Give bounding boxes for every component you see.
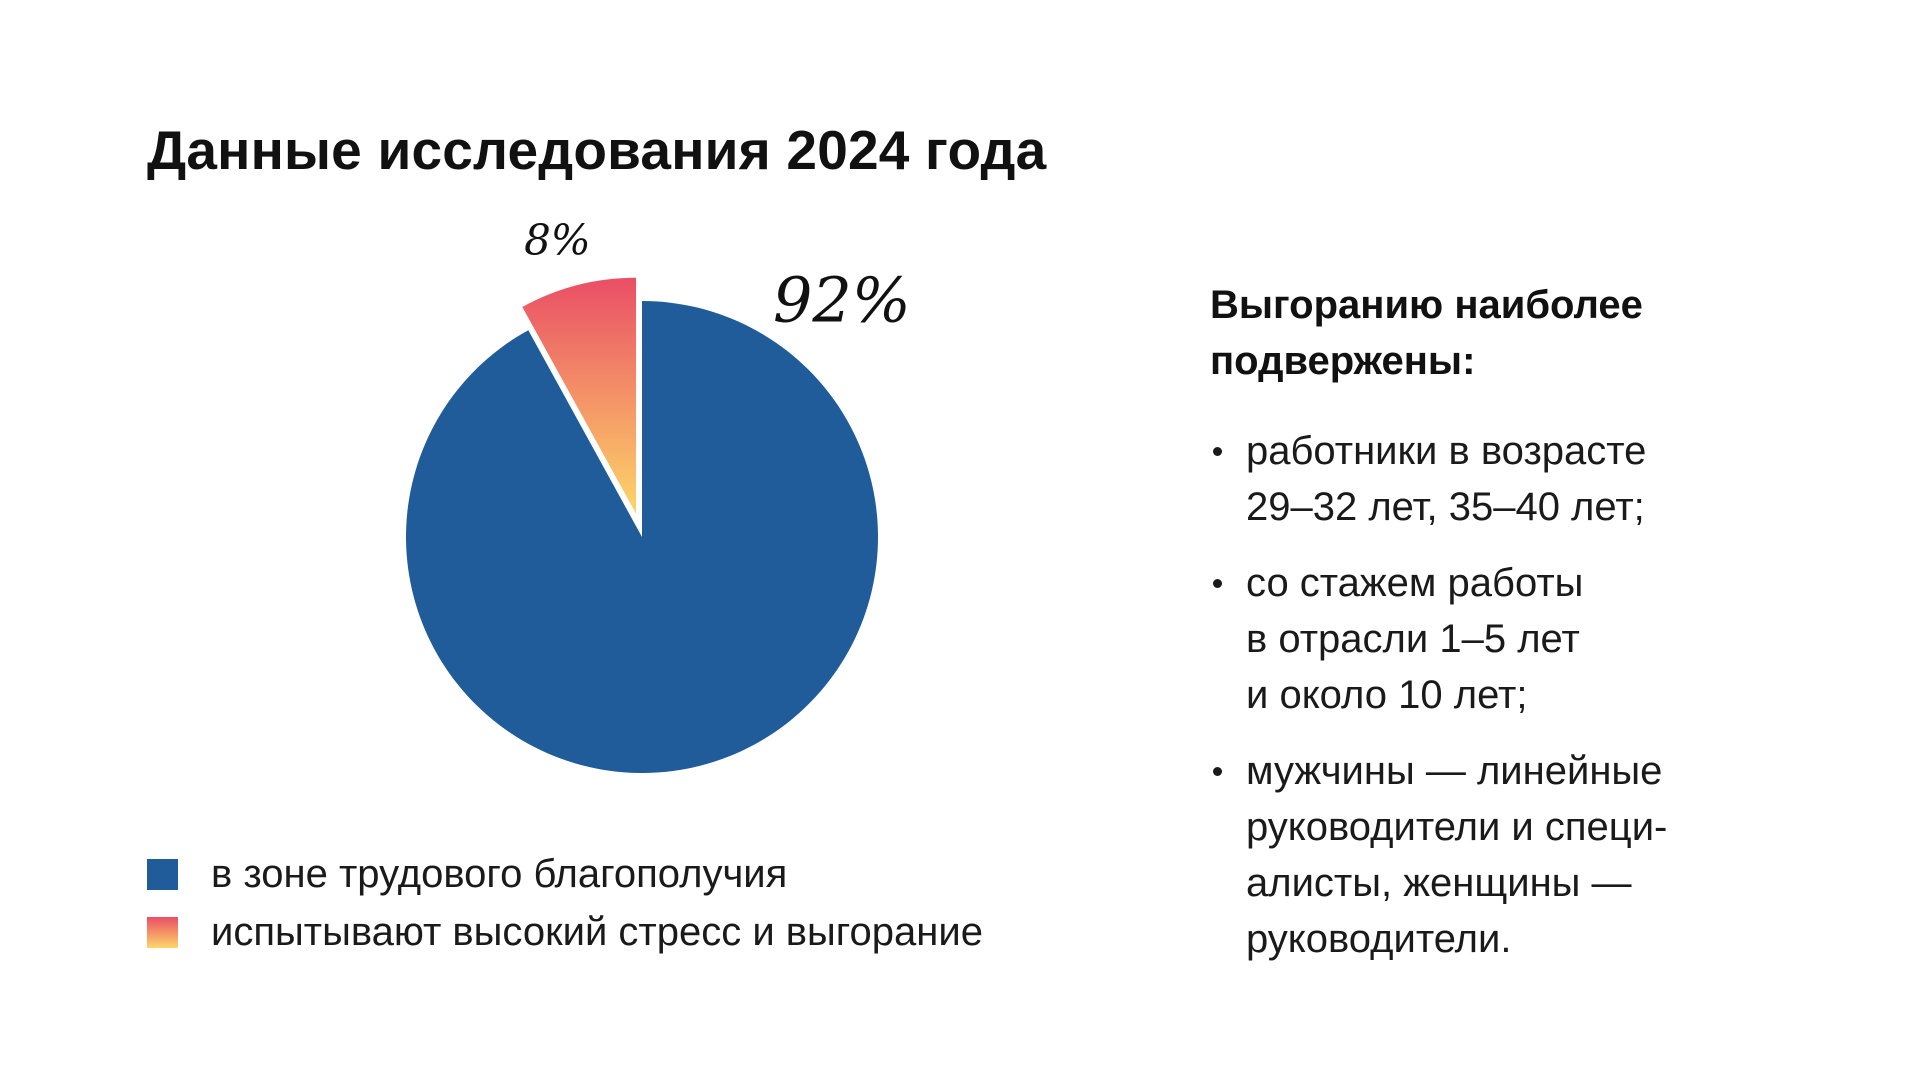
list-item-line: в отрасли 1–5 лет (1246, 617, 1580, 661)
list-item-roles: мужчины — линейные руководители и специ-… (1210, 743, 1830, 967)
bullet-dot-icon (1213, 579, 1222, 588)
list-item-line: руководители и специ- (1246, 805, 1668, 849)
page-title: Данные исследования 2024 года (147, 119, 1047, 181)
list-item-age: работники в возрасте 29–32 лет, 35–40 ле… (1210, 423, 1830, 535)
bullet-dot-icon (1213, 767, 1222, 776)
chart-legend: в зоне трудового благополучия испытывают… (147, 845, 983, 961)
pie-slice-wellbeing (405, 301, 879, 773)
risk-groups-list: работники в возрасте 29–32 лет, 35–40 ле… (1210, 423, 1830, 967)
legend-item-stress: испытывают высокий стресс и выгорание (147, 903, 983, 961)
heading-line: подвержены: (1210, 339, 1476, 383)
list-item-experience: со стажем работы в отрасли 1–5 лет и око… (1210, 555, 1830, 723)
list-item-line: 29–32 лет, 35–40 лет; (1246, 485, 1645, 529)
list-item-line: и около 10 лет; (1246, 673, 1528, 717)
legend-label-wellbeing: в зоне трудового благополучия (211, 851, 788, 896)
legend-label-stress: испытывают высокий стресс и выгорание (211, 909, 983, 954)
burnout-risk-panel: Выгоранию наиболее подвержены: работники… (1210, 277, 1830, 987)
legend-swatch-wellbeing (147, 858, 178, 890)
legend-swatch-stress (147, 916, 178, 948)
slice-label-stress: 8% (524, 215, 591, 264)
heading-line: Выгоранию наиболее (1210, 283, 1643, 327)
bullet-dot-icon (1213, 447, 1222, 456)
pie-slice-stress (522, 277, 637, 514)
burnout-risk-heading: Выгоранию наиболее подвержены: (1210, 277, 1830, 389)
list-item-line: мужчины — линейные (1246, 749, 1663, 793)
list-item-line: руководители. (1246, 917, 1512, 961)
list-item-line: алисты, женщины — (1246, 861, 1632, 905)
list-item-line: со стажем работы (1246, 561, 1584, 605)
legend-item-wellbeing: в зоне трудового благополучия (147, 845, 983, 903)
slice-label-wellbeing: 92% (773, 263, 911, 336)
list-item-line: работники в возрасте (1246, 429, 1647, 473)
